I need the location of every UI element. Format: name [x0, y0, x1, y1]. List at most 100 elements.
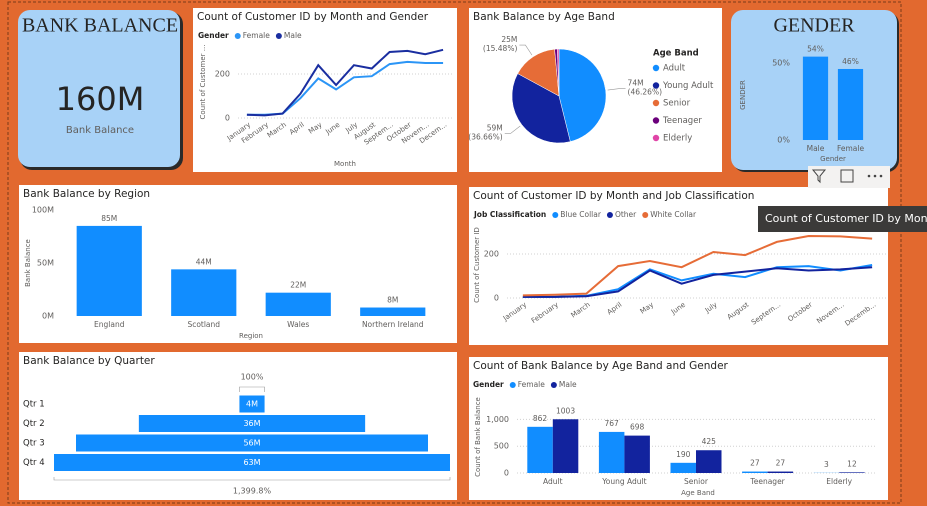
legend-title: Job Classification — [473, 210, 546, 219]
category-label: Qtr 1 — [23, 400, 45, 410]
bar — [76, 225, 142, 316]
bar — [839, 472, 865, 473]
x-tick-label: Teenager — [749, 477, 785, 486]
y-axis-title: Count of Customer ... — [199, 45, 207, 120]
tooltip: Count of Customer ID by Mont — [758, 206, 927, 232]
bar — [171, 269, 237, 316]
x-tick-label: England — [94, 320, 125, 329]
top-label: 100% — [241, 373, 264, 382]
bar — [527, 426, 553, 473]
pie-slice — [511, 73, 571, 144]
chart-title: Bank Balance by Region — [23, 188, 150, 200]
kpi-card: BANK BALANCE 160M Bank Balance — [18, 10, 183, 170]
legend-marker — [552, 212, 559, 218]
legend-label: Young Adult — [662, 81, 714, 91]
chart-title: Bank Balance by Quarter — [23, 355, 155, 367]
data-label: 27 — [750, 459, 760, 468]
data-label: 862 — [533, 414, 548, 423]
x-axis-title: Month — [334, 160, 356, 168]
x-tick-label: Male — [807, 144, 825, 153]
y-tick-label: 1,000 — [486, 415, 509, 424]
bar — [265, 292, 331, 316]
page-border — [7, 1, 902, 504]
category-label: Qtr 3 — [23, 439, 45, 449]
funnel-bar — [76, 434, 428, 452]
legend-marker — [652, 134, 660, 142]
kpi-title: BANK BALANCE — [22, 15, 178, 37]
data-label: 46% — [842, 57, 859, 66]
legend-label: Other — [615, 210, 637, 219]
data-label: 44M — [196, 257, 212, 266]
y-tick-label: 0 — [504, 469, 509, 478]
x-tick-label: Senior — [684, 477, 709, 486]
data-label: 85M — [101, 214, 117, 223]
focus-icon[interactable] — [840, 169, 854, 183]
y-axis-title: Bank Balance — [24, 239, 32, 287]
legend-label: Female — [518, 380, 546, 389]
funnel-bar — [239, 395, 265, 413]
chart-title: GENDER — [773, 15, 855, 37]
card — [18, 10, 180, 167]
chart-title: Count of Customer ID by Month and Gender — [197, 11, 429, 23]
series-line — [522, 266, 873, 298]
legend-marker — [652, 99, 660, 107]
y-axis-title: GENDER — [739, 80, 747, 110]
data-label: 27 — [776, 459, 786, 468]
data-label-percent: (15.48%) — [483, 44, 518, 53]
data-label: 425 — [702, 437, 717, 446]
tooltip-box — [758, 206, 927, 232]
legend-label: White Collar — [650, 210, 697, 219]
x-axis-title: Region — [239, 332, 263, 340]
legend-marker — [652, 117, 660, 124]
x-tick-label: Elderly — [826, 477, 852, 486]
leader-line — [519, 44, 533, 56]
y-tick-label: 100M — [32, 206, 54, 215]
top-bracket — [239, 386, 265, 392]
more-icon[interactable] — [867, 174, 883, 178]
y-axis-title: Count of Customer ID — [473, 227, 481, 303]
leader-line — [504, 125, 521, 134]
legend-marker — [642, 212, 649, 218]
data-label: 8M — [387, 296, 398, 305]
legend-label: Senior — [663, 99, 691, 109]
chart-title: Count of Customer ID by Month and Job Cl… — [473, 190, 754, 202]
data-label: 59M — [487, 123, 503, 132]
data-label: 190 — [676, 450, 691, 459]
data-label: 22M — [290, 281, 306, 290]
data-label: 12 — [847, 459, 857, 468]
bar — [552, 419, 579, 473]
legend-label: Teenager — [662, 116, 702, 126]
data-label-percent: (46.26%) — [628, 88, 663, 97]
chart-title: Count of Bank Balance by Age Band and Ge… — [473, 360, 729, 372]
bar — [837, 68, 864, 140]
y-tick-label: 0M — [42, 312, 54, 321]
legend-label: Adult — [663, 64, 686, 74]
y-tick-label: 0 — [494, 294, 499, 303]
chart-title: Bank Balance by Age Band — [473, 11, 615, 23]
x-tick-label: Female — [837, 144, 865, 153]
legend-label: Elderly — [663, 134, 692, 144]
bar — [360, 307, 426, 316]
header-bar — [808, 166, 890, 188]
legend-label: Male — [559, 380, 577, 389]
legend-label: Blue Collar — [560, 210, 602, 219]
legend-label: Male — [284, 31, 302, 40]
category-label: Qtr 2 — [23, 419, 45, 429]
data-label: 74M — [628, 79, 644, 88]
y-tick-label: 50M — [37, 259, 54, 268]
y-tick-label: 0 — [225, 114, 230, 123]
pie-slice — [558, 48, 607, 142]
kpi-label: Bank Balance — [66, 125, 134, 136]
x-tick-label: Scotland — [187, 320, 220, 329]
legend-marker — [550, 382, 557, 388]
pie-slice — [517, 48, 560, 97]
x-tick-label: Wales — [287, 320, 309, 329]
filter-icon[interactable] — [811, 169, 827, 184]
bar — [802, 56, 829, 141]
data-label: 63M — [243, 458, 260, 467]
data-label: 4M — [246, 400, 258, 409]
data-label: 56M — [243, 439, 260, 448]
data-label: 36M — [243, 419, 260, 428]
x-axis-title: Gender — [820, 155, 846, 163]
